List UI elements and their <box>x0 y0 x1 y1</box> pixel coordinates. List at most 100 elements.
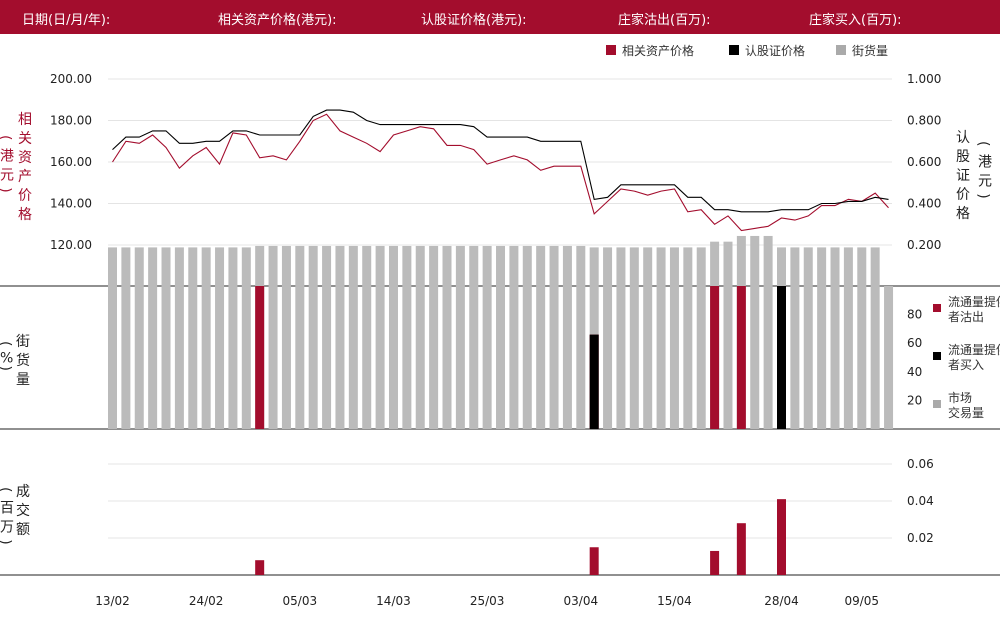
outstanding-bar <box>322 245 332 429</box>
lp-sell-bar <box>710 286 720 429</box>
legend-swatch-lp-buy <box>933 352 941 360</box>
asset-axis-tick: 120.00 <box>50 238 92 252</box>
lp-sell-bar <box>736 286 746 429</box>
outstanding-axis-unit: % <box>0 351 13 367</box>
outstanding-bar <box>603 247 613 429</box>
outstanding-bar <box>134 247 144 429</box>
axis-label-bracket: ) <box>0 366 13 371</box>
axis-label-bracket: ) <box>0 187 13 192</box>
legend-swatch-warrant <box>729 45 739 55</box>
turnover-bar <box>736 523 746 575</box>
legend-lp-sell: 流通量提供者沽出 <box>948 294 1000 324</box>
lp-bars <box>255 286 786 429</box>
outstanding-bar <box>241 247 251 429</box>
price-legend: 相关资产价格 认股证价格 街货量 <box>606 43 888 58</box>
outstanding-bar <box>696 247 706 429</box>
outstanding-bar <box>496 245 506 429</box>
axis-label-bracket: ( <box>975 141 991 146</box>
tick-labels: 200.00 180.00 160.00 140.00 120.00 1.000 0.800… <box>50 72 941 608</box>
warrant-axis-label: 认股证价格 <box>956 130 970 222</box>
lp-sell-label: 庄家沽出(百万): <box>618 13 711 28</box>
x-axis-tick: 05/03 <box>283 594 318 608</box>
axis-label-bracket: ) <box>0 539 13 544</box>
outstanding-axis-tick: 80 <box>907 308 922 322</box>
outstanding-bar <box>348 245 358 429</box>
outstanding-bar <box>161 247 171 429</box>
outstanding-bar <box>228 247 238 429</box>
warrant-price-line <box>112 109 889 213</box>
outstanding-bar <box>616 247 626 429</box>
outstanding-axis-tick: 40 <box>907 365 922 379</box>
outstanding-bar <box>469 245 479 429</box>
gridlines <box>108 78 892 539</box>
turnover-axis-tick: 0.06 <box>907 457 934 471</box>
lp-buy-bar <box>589 334 599 429</box>
x-axis-tick: 14/03 <box>376 594 411 608</box>
outstanding-bar <box>683 247 693 429</box>
asset-axis-label: 相关资产价格 <box>18 112 32 223</box>
x-axis-tick: 28/04 <box>764 594 799 608</box>
asset-axis-tick: 180.00 <box>50 114 92 128</box>
outstanding-bar <box>562 245 572 429</box>
outstanding-bar <box>843 247 853 429</box>
turnover-bar <box>589 547 599 575</box>
legend-lp-buy: 流通量提供者买入 <box>948 342 1000 372</box>
x-axis-tick: 09/05 <box>844 594 879 608</box>
legend-outstanding: 街货量 <box>852 43 888 58</box>
legend-warrant: 认股证价格 <box>745 43 805 58</box>
lp-sell-bar <box>255 286 265 429</box>
outstanding-bar <box>629 247 639 429</box>
outstanding-bar <box>763 235 773 429</box>
outstanding-bar <box>803 247 813 429</box>
outstanding-bar <box>268 245 278 429</box>
x-axis-tick: 13/02 <box>95 594 130 608</box>
legend-swatch-asset <box>606 45 616 55</box>
outstanding-bar <box>362 245 372 429</box>
axis-label-bracket: ) <box>975 193 991 198</box>
turnover-axis-unit: 百万 <box>0 500 14 535</box>
asset-axis-tick: 160.00 <box>50 155 92 169</box>
outstanding-bar <box>509 245 519 429</box>
warrant-axis-unit: 港元 <box>978 154 992 189</box>
outstanding-bar <box>790 247 800 429</box>
warrant-axis-tick: 0.400 <box>907 197 941 211</box>
legend-asset: 相关资产价格 <box>622 43 694 58</box>
asset-axis-tick: 140.00 <box>50 197 92 211</box>
lp-buy-label: 庄家买入(百万): <box>809 13 902 28</box>
warrant-axis-tick: 0.200 <box>907 238 941 252</box>
outstanding-bar <box>750 235 760 429</box>
axis-label-bracket: ( <box>0 135 13 140</box>
legend-swatch-lp-sell <box>933 304 941 312</box>
x-axis-tick: 15/04 <box>657 594 692 608</box>
outstanding-bar <box>215 247 225 429</box>
outstanding-bars <box>108 235 894 429</box>
warrant-axis-tick: 1.000 <box>907 72 941 86</box>
lp-buy-bar <box>777 286 786 429</box>
warrant-price-label: 认股证价格(港元): <box>421 13 527 28</box>
outstanding-bar <box>656 247 666 429</box>
outstanding-bar <box>536 245 546 429</box>
outstanding-bar <box>482 245 492 429</box>
axis-label-bracket: ( <box>0 487 13 492</box>
outstanding-bar <box>201 247 211 429</box>
outstanding-bar <box>335 245 345 429</box>
asset-axis-tick: 200.00 <box>50 72 92 86</box>
outstanding-bar <box>402 245 412 429</box>
outstanding-bar <box>723 241 733 429</box>
outstanding-axis-tick: 20 <box>907 393 922 407</box>
outstanding-bar <box>643 247 653 429</box>
legend-swatch-outstanding <box>836 45 846 55</box>
legend-swatch-market-volume <box>933 400 941 408</box>
outstanding-bar <box>108 247 117 429</box>
asset-price-label: 相关资产价格(港元): <box>218 13 337 28</box>
outstanding-bar <box>415 245 425 429</box>
turnover-axis-label: 成交额 <box>16 484 30 538</box>
price-lines <box>112 109 889 232</box>
outstanding-bar <box>522 245 532 429</box>
outstanding-axis-tick: 60 <box>907 336 922 350</box>
outstanding-bar <box>174 247 184 429</box>
outstanding-bar <box>669 247 679 429</box>
x-axis-tick: 25/03 <box>470 594 505 608</box>
outstanding-bar <box>817 247 827 429</box>
outstanding-bar <box>148 247 158 429</box>
